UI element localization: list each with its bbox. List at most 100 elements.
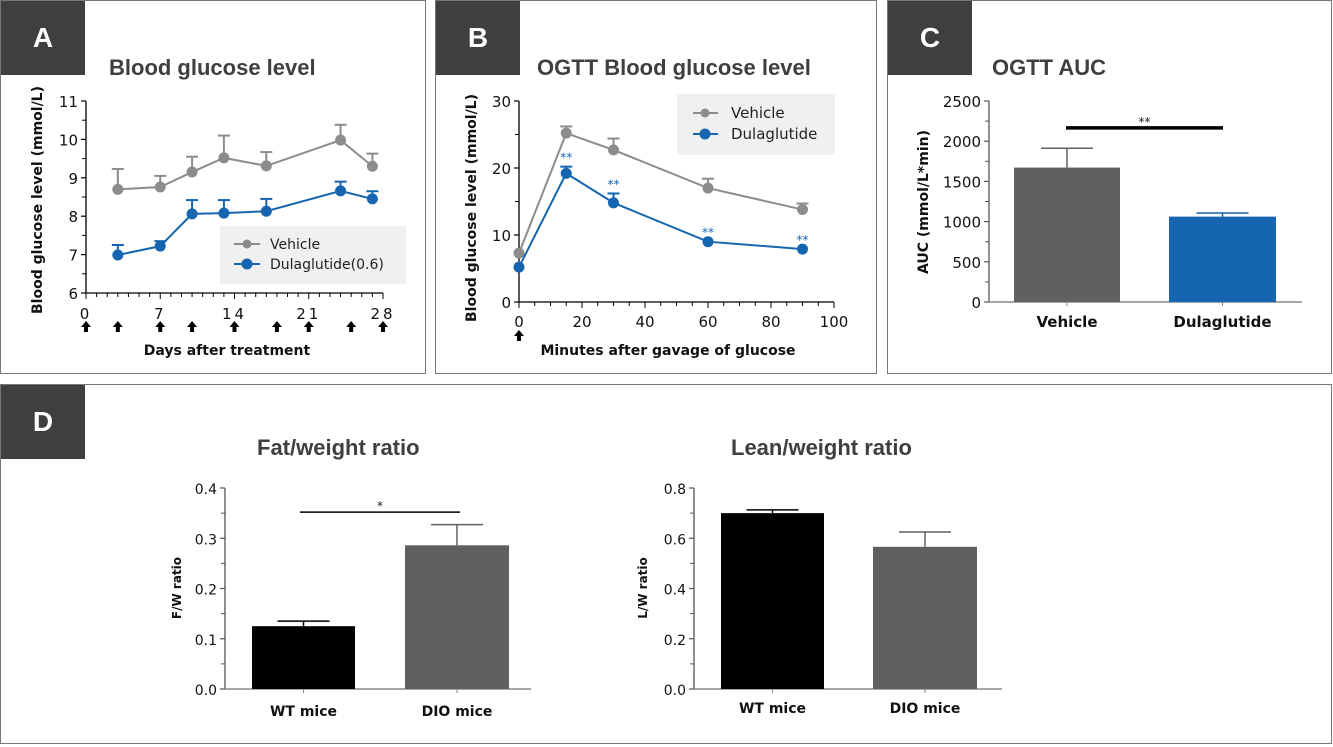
y-axis-label: F/W ratio [170, 557, 184, 619]
x-tick-label: Vehicle [1037, 313, 1098, 331]
data-point [366, 160, 378, 172]
legend-marker [242, 239, 252, 249]
x-tick-label: 28 [370, 305, 395, 323]
legend-label: Dulaglutide(0.6) [270, 257, 384, 273]
y-tick-label: 0 [501, 294, 511, 312]
legend-label: Dulaglutide [731, 125, 817, 143]
y-tick-label: 0.4 [195, 482, 217, 498]
y-tick-label: 0.0 [664, 683, 686, 699]
data-point [702, 182, 714, 194]
significance-label: ** [608, 177, 620, 191]
dosing-arrow-icon [271, 321, 282, 332]
panel-a-tag: A [1, 1, 85, 75]
data-point [608, 197, 619, 209]
bar-wt-mice [721, 513, 824, 689]
x-tick-label: 40 [635, 313, 654, 331]
dosing-arrow-icon [81, 321, 91, 332]
data-point [513, 247, 525, 259]
dosing-arrow-icon [303, 321, 314, 332]
data-point [112, 183, 124, 195]
x-tick-label: Dulaglutide [1173, 313, 1271, 331]
x-tick-label: 100 [820, 313, 849, 331]
data-point [608, 144, 619, 156]
y-tick-label: 6 [68, 285, 78, 303]
dosing-arrow-icon [229, 321, 240, 332]
legend-label: Vehicle [731, 104, 785, 122]
data-point [112, 249, 124, 261]
y-tick-label: 10 [59, 131, 78, 149]
x-tick-label: 20 [572, 313, 591, 331]
x-tick-label: WT mice [270, 704, 337, 720]
y-tick-label: 0.2 [195, 583, 217, 599]
panel-d-tag: D [1, 385, 85, 459]
data-point [218, 207, 230, 219]
y-tick-label: 9 [68, 170, 78, 188]
x-tick-label: 0 [80, 305, 93, 323]
panel-d-lean-title: Lean/weight ratio [731, 435, 912, 460]
y-tick-label: 11 [59, 93, 78, 111]
data-point [560, 167, 572, 179]
y-tick-label: 1500 [943, 173, 981, 191]
significance-label: ** [797, 233, 809, 247]
y-tick-label: 0.3 [195, 532, 217, 548]
x-tick-label: 60 [698, 313, 717, 331]
x-tick-label: DIO mice [890, 701, 961, 717]
x-tick-label: DIO mice [422, 704, 493, 720]
bar-dio-mice [405, 545, 509, 689]
y-axis-label: Blood glucose level (mmol/L) [30, 86, 46, 314]
data-point [260, 205, 272, 217]
y-tick-label: 8 [68, 208, 78, 226]
dosing-arrow-icon [112, 321, 123, 332]
dosing-arrow-icon [155, 321, 166, 332]
x-tick-label: 0 [514, 313, 524, 331]
y-tick-label: 2500 [943, 93, 981, 111]
bar-dulaglutide [1169, 216, 1276, 302]
significance-label: * [377, 499, 383, 513]
y-tick-label: 2000 [943, 133, 981, 151]
data-point [154, 240, 166, 252]
series-line-vehicle [117, 139, 374, 191]
dosing-arrow-icon [514, 330, 524, 341]
bar-wt-mice [252, 626, 355, 689]
data-point [797, 204, 808, 216]
y-tick-label: 0.0 [195, 683, 217, 699]
significance-label: ** [560, 151, 572, 165]
panel-d-fat-title: Fat/weight ratio [257, 435, 420, 460]
y-tick-label: 0.1 [195, 633, 217, 649]
legend-marker [699, 128, 711, 140]
data-point [154, 181, 166, 193]
data-point [702, 236, 714, 248]
y-tick-label: 0.8 [664, 482, 686, 498]
y-tick-label: 500 [952, 254, 981, 272]
bar-vehicle [1014, 167, 1120, 302]
panel-b-tag: B [436, 1, 520, 75]
data-point [366, 193, 378, 205]
data-point [186, 208, 198, 220]
y-axis-label: Blood glucose level (mmol/L) [464, 94, 480, 322]
panel-c-tag: C [888, 1, 972, 75]
data-point [797, 243, 808, 255]
data-point [335, 134, 347, 146]
y-tick-label: 0.6 [664, 532, 686, 548]
data-point [218, 152, 230, 164]
y-tick-label: 0.4 [664, 583, 686, 599]
data-point [560, 127, 572, 139]
x-tick-label: WT mice [739, 701, 806, 717]
panel-a-title: Blood glucose level [109, 55, 316, 80]
y-axis-label: AUC (mmol/L*min) [916, 130, 932, 274]
panel-b: B OGTT Blood glucose level [435, 0, 877, 374]
bar-dio-mice [873, 546, 977, 689]
legend-box [220, 226, 406, 284]
x-tick-label: 80 [761, 313, 780, 331]
significance-label: ** [1139, 115, 1151, 129]
dosing-arrow-icon [187, 321, 198, 332]
panel-c-title: OGTT AUC [992, 55, 1107, 80]
y-tick-label: 30 [492, 93, 511, 111]
y-tick-label: 0 [971, 294, 981, 312]
panel-b-title: OGTT Blood glucose level [537, 55, 811, 80]
y-tick-label: 1000 [943, 214, 981, 232]
legend-marker [700, 108, 710, 118]
y-tick-label: 10 [492, 227, 511, 245]
x-tick-label: 21 [296, 305, 321, 323]
